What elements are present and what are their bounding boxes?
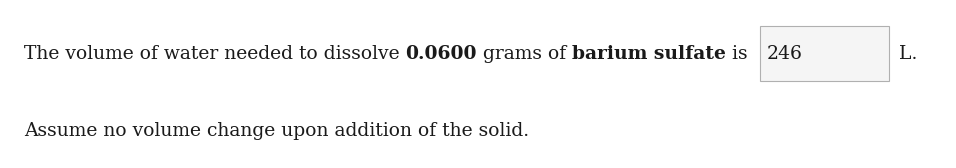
Text: 0.0600: 0.0600 (405, 45, 477, 63)
Text: 246: 246 (767, 45, 802, 63)
Text: L.: L. (894, 45, 918, 63)
Text: is: is (726, 45, 760, 63)
Text: grams of: grams of (477, 45, 572, 63)
Text: Assume no volume change upon addition of the solid.: Assume no volume change upon addition of… (24, 122, 529, 140)
Text: barium sulfate: barium sulfate (572, 45, 726, 63)
Text: The volume of water needed to dissolve: The volume of water needed to dissolve (24, 45, 405, 63)
